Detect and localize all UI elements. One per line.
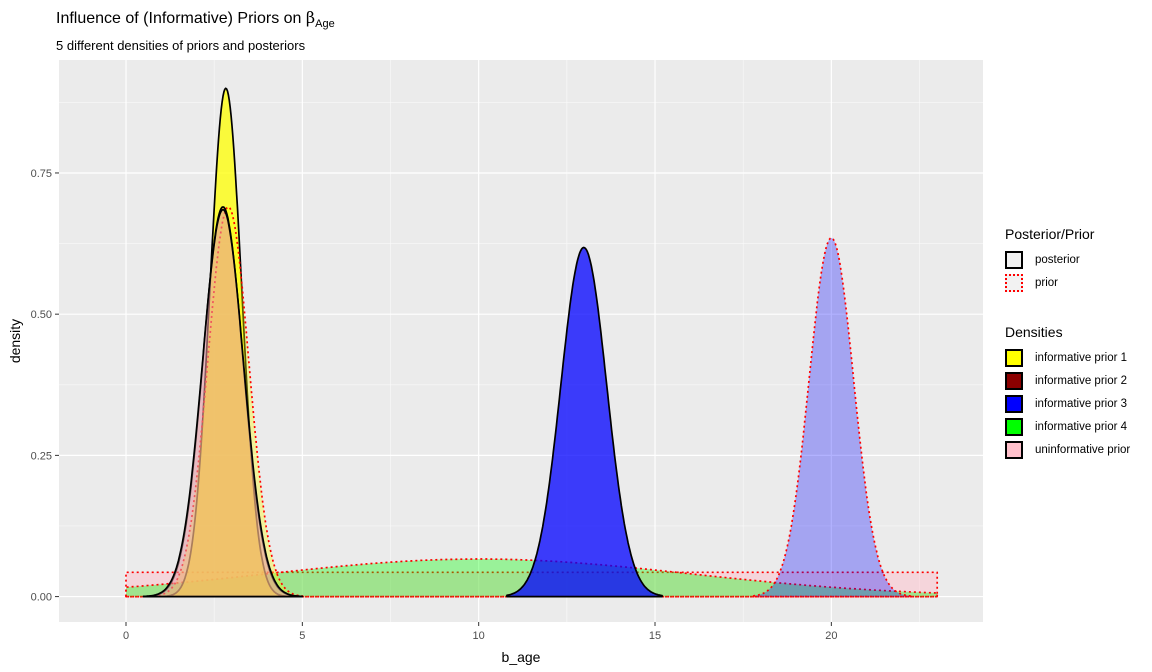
chart-title-subscript: Age: [315, 18, 335, 30]
x-tick-label: 10: [473, 630, 485, 642]
x-tick-label: 20: [825, 630, 837, 642]
y-tick-label: 0.75: [31, 168, 52, 180]
legend-posterior-prior: Posterior/Prior posterior prior: [1005, 226, 1094, 294]
chart-title: Influence of (Informative) Priors on βAg…: [56, 8, 335, 30]
density-series: [125, 87, 939, 598]
axes: 0 5 10 15 20 0.00 0.25 0.50 0.75 b_age density: [7, 168, 837, 665]
y-tick-label: 0.00: [31, 592, 52, 604]
density-posterior-uninformative-prior: [142, 208, 304, 598]
legend-key-swatch: [1005, 371, 1023, 390]
chart-title-symbol: β: [305, 8, 316, 27]
x-axis-label: b_age: [502, 649, 541, 665]
density-posterior-informative-prior-1: [149, 87, 297, 598]
legend-label: informative prior 2: [1035, 374, 1128, 387]
legend-item-prior-4: informative prior 4: [1005, 415, 1130, 438]
legend-posterior-prior-title: Posterior/Prior: [1005, 226, 1095, 242]
legend-item-prior-1: informative prior 1: [1005, 346, 1130, 369]
legend-item-prior: prior: [1005, 271, 1094, 294]
legend-item-posterior: posterior: [1005, 248, 1094, 271]
density-prior-informative-prior-1: [153, 206, 304, 598]
legend-densities: Densities informative prior 1 informativ…: [1005, 324, 1130, 461]
legend-item-uninformative: uninformative prior: [1005, 438, 1130, 461]
legend-label: informative prior 1: [1035, 351, 1128, 364]
y-axis-label: density: [7, 319, 23, 363]
legend-label: posterior: [1035, 253, 1080, 266]
legend-key-swatch: [1005, 348, 1023, 367]
legend-key-solid: [1005, 250, 1023, 269]
x-tick-label: 5: [299, 630, 305, 642]
legend-label: informative prior 4: [1035, 420, 1128, 433]
legend-label: prior: [1035, 276, 1059, 289]
legend-label: informative prior 3: [1035, 397, 1128, 410]
legend-item-prior-2: informative prior 2: [1005, 369, 1130, 392]
legend-key-dotted: [1005, 273, 1023, 292]
y-tick-label: 0.50: [31, 309, 52, 321]
legend-key-swatch: [1005, 394, 1023, 413]
chart-subtitle: 5 different densities of priors and post…: [56, 38, 306, 53]
legend-densities-title: Densities: [1005, 324, 1063, 340]
density-prior-informative-prior-3: [752, 237, 914, 598]
legend-item-prior-3: informative prior 3: [1005, 392, 1130, 415]
x-tick-label: 0: [123, 630, 129, 642]
legend-key-swatch: [1005, 440, 1023, 459]
chart-title-text: Influence of (Informative) Priors on: [56, 10, 306, 27]
density-posterior-informative-prior-3: [506, 246, 663, 598]
legend-key-swatch: [1005, 417, 1023, 436]
x-tick-label: 15: [649, 630, 661, 642]
legend-label: uninformative prior: [1035, 443, 1131, 456]
y-tick-label: 0.25: [31, 450, 52, 462]
